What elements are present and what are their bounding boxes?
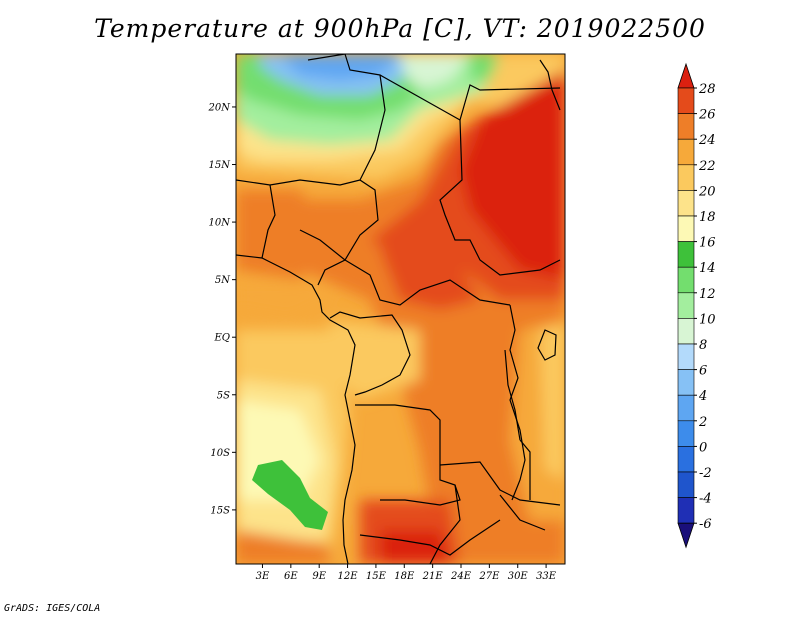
x-tick-label: 24E: [450, 571, 472, 582]
colorbar-label: 4: [698, 389, 707, 404]
colorbar-segment: [677, 497, 695, 524]
colorbar-label: 2: [698, 415, 707, 430]
colorbar-segment: [677, 318, 695, 345]
colorbar-segment: [677, 292, 695, 319]
country-borders: [236, 54, 561, 564]
x-tick-label: 27E: [478, 571, 500, 582]
colorbar-segment: [677, 215, 695, 242]
colorbar-segment: [677, 190, 695, 217]
colorbar-segment: [677, 266, 695, 294]
map-frame: [235, 53, 566, 565]
colorbar-segment: [677, 164, 695, 191]
x-tick-label: 21E: [422, 571, 444, 582]
credit-text: GrADS: IGES/COLA: [4, 603, 101, 614]
y-tick-label: EQ: [214, 333, 231, 344]
y-tick-label: 15N: [209, 160, 232, 171]
colorbar-label: -2: [699, 466, 712, 481]
colorbar-label: 22: [698, 159, 716, 174]
colorbar-label: 6: [699, 364, 707, 379]
x-tick-label: 30E: [508, 571, 529, 582]
y-tick-label: 5N: [215, 275, 231, 286]
y-tick-label: 10N: [209, 218, 232, 229]
y-tick-label: 10S: [210, 448, 230, 459]
colorbar-segment: [677, 394, 695, 422]
colorbar-label: 8: [699, 338, 707, 353]
x-tick-label: 15E: [366, 571, 387, 582]
x-axis-ticks: 3E 6E 9E 12E 15E 18E 21E 24E 27E 30E 33E: [256, 564, 557, 582]
colorbar-segment: [677, 87, 695, 114]
colorbar-segment: [677, 420, 695, 447]
colorbar-label: 20: [698, 184, 716, 199]
colorbar-segment: [677, 138, 695, 166]
colorbar-label: -4: [699, 492, 712, 507]
colorbar-segment: [677, 446, 695, 473]
colorbar-label: -6: [699, 517, 712, 532]
colorbar-label: 26: [698, 108, 716, 123]
x-tick-label: 33E: [536, 571, 557, 582]
y-tick-label: 5S: [217, 390, 230, 401]
colorbar-segment: [677, 343, 695, 370]
x-tick-label: 18E: [394, 571, 415, 582]
cool-patch-southwest: [252, 460, 328, 530]
colorbar-segment: [677, 113, 695, 140]
colorbar-segment: [677, 241, 695, 268]
colorbar-segment: [677, 369, 695, 396]
y-tick-label: 15S: [210, 505, 230, 516]
temperature-field: [236, 54, 565, 564]
y-axis-ticks: 20N 15N 10N 5N EQ 5S 10S 15S: [208, 102, 236, 516]
x-tick-label: 6E: [284, 571, 298, 582]
colorbar-label: 12: [699, 287, 716, 302]
colorbar-label: 18: [699, 210, 716, 225]
y-tick-label: 20N: [208, 102, 232, 113]
colorbar-segment: [677, 471, 695, 498]
colorbar-label: 14: [699, 261, 716, 276]
colorbar-extend-top: [677, 62, 695, 89]
chart-title: Temperature at 900hPa [C], VT: 201902250…: [94, 14, 706, 43]
colorbar-label: 10: [699, 312, 716, 327]
x-tick-label: 3E: [256, 571, 270, 582]
colorbar-label: 24: [698, 133, 716, 148]
colorbar-extend-bottom: [677, 522, 695, 549]
x-tick-label: 12E: [338, 571, 359, 582]
colorbar-label: 28: [698, 82, 716, 97]
colorbar-label: 16: [699, 236, 716, 251]
x-tick-label: 9E: [312, 571, 326, 582]
colorbar-label: 0: [699, 440, 707, 455]
